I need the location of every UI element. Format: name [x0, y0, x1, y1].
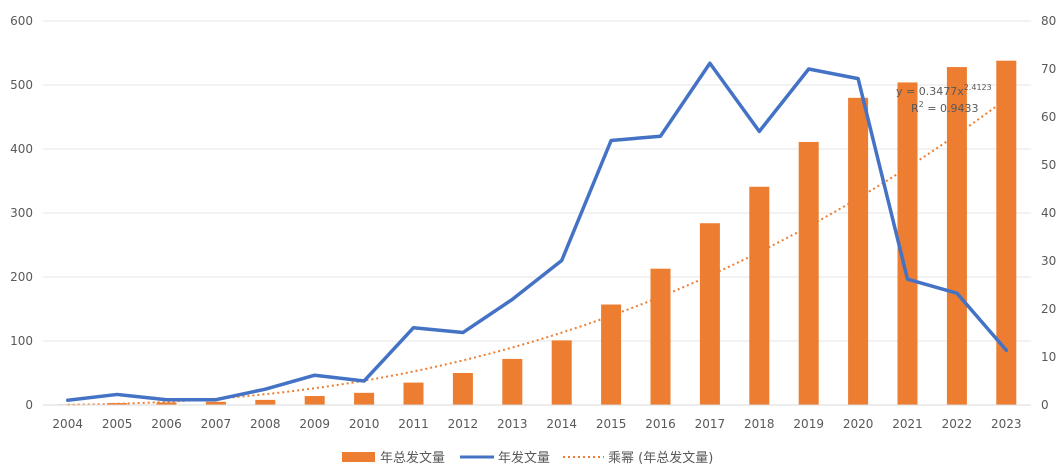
right-axis-ticks: 0 10 20 30 40 50 60 70 80	[1041, 14, 1056, 412]
x-axis-ticks: 2004 2005 2006 2007 2008 2009 2010 2011 2012 2013…	[52, 417, 1021, 431]
bar	[650, 268, 671, 405]
bar	[107, 403, 128, 405]
legend-label-bar: 年总发文量	[380, 450, 445, 466]
bar	[205, 401, 226, 405]
x-tick-label: 2012	[448, 417, 479, 431]
bar	[699, 223, 720, 405]
bar	[551, 340, 572, 405]
x-tick-label: 2017	[695, 417, 726, 431]
right-tick-label: 10	[1041, 350, 1056, 364]
x-tick-label: 2013	[497, 417, 528, 431]
bar	[354, 392, 375, 405]
x-tick-label: 2020	[843, 417, 874, 431]
x-tick-label: 2005	[102, 417, 133, 431]
x-tick-label: 2023	[991, 417, 1022, 431]
x-tick-label: 2004	[52, 417, 83, 431]
trendline-label: y = 0.3477x2.4123 R2 = 0.9433	[896, 83, 992, 115]
left-tick-label: 300	[10, 206, 33, 220]
bar	[798, 141, 819, 405]
trendline-r2-label: R	[911, 102, 919, 115]
trendline-equation-exponent: 2.4123	[964, 83, 992, 92]
left-tick-label: 0	[25, 398, 33, 412]
bar	[946, 67, 967, 405]
left-tick-label: 100	[10, 334, 33, 348]
right-tick-label: 30	[1041, 254, 1056, 268]
left-tick-label: 500	[10, 78, 33, 92]
bar	[304, 396, 325, 405]
left-axis-ticks: 0 100 200 300 400 500 600	[10, 14, 33, 412]
x-tick-label: 2008	[250, 417, 281, 431]
right-tick-label: 20	[1041, 302, 1056, 316]
left-tick-label: 600	[10, 14, 33, 28]
bar	[255, 399, 276, 405]
left-tick-label: 200	[10, 270, 33, 284]
right-tick-label: 0	[1041, 398, 1049, 412]
line-path	[65, 61, 1009, 402]
bar	[452, 373, 473, 405]
bar	[156, 402, 177, 405]
bar	[897, 82, 918, 405]
bar-series	[57, 60, 1017, 406]
right-tick-label: 40	[1041, 206, 1056, 220]
x-tick-label: 2015	[596, 417, 627, 431]
bar	[749, 186, 770, 405]
x-tick-label: 2022	[942, 417, 973, 431]
trendline-r2-value: = 0.9433	[924, 102, 979, 115]
legend-label-line: 年发文量	[498, 450, 550, 466]
trendline-equation-text: y = 0.3477x	[896, 85, 964, 98]
x-tick-label: 2019	[793, 417, 824, 431]
legend-label-trend: 乘幂 (年总发文量)	[608, 450, 713, 466]
bar	[502, 358, 523, 405]
x-tick-label: 2006	[151, 417, 182, 431]
trendline-r2-sup: 2	[919, 100, 924, 109]
left-tick-label: 400	[10, 142, 33, 156]
right-tick-label: 50	[1041, 158, 1056, 172]
x-tick-label: 2016	[645, 417, 676, 431]
bar	[848, 97, 869, 406]
right-tick-label: 80	[1041, 14, 1056, 28]
x-tick-label: 2010	[349, 417, 380, 431]
bar	[403, 382, 424, 405]
bar	[601, 304, 622, 405]
x-tick-label: 2009	[299, 417, 330, 431]
x-tick-label: 2018	[744, 417, 775, 431]
right-tick-label: 60	[1041, 110, 1056, 124]
x-tick-label: 2007	[201, 417, 232, 431]
right-tick-label: 70	[1041, 62, 1056, 76]
x-tick-label: 2021	[892, 417, 923, 431]
bar	[996, 60, 1017, 406]
trendline-r2: R2 = 0.9433	[911, 100, 978, 115]
legend-swatch-bar	[342, 452, 375, 462]
line-series	[65, 61, 1009, 402]
x-tick-label: 2011	[398, 417, 429, 431]
legend: 年总发文量 年发文量 乘幂 (年总发文量)	[342, 450, 713, 466]
trendline-equation: y = 0.3477x2.4123	[896, 83, 992, 98]
x-tick-label: 2014	[546, 417, 577, 431]
